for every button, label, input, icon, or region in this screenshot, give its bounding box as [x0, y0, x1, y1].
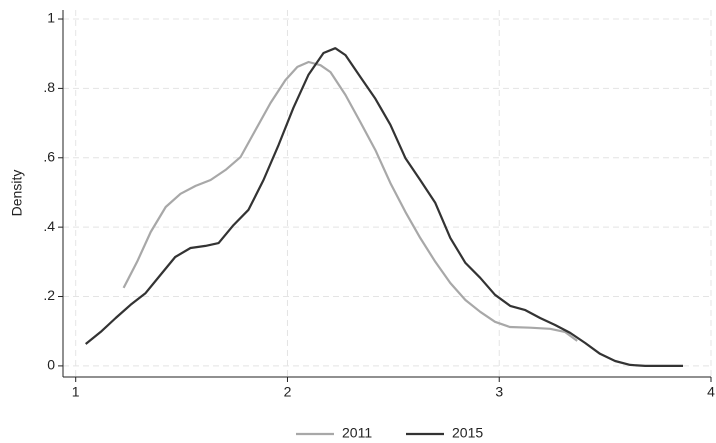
y-tick-label: .8	[43, 79, 55, 95]
y-tick-label: .6	[43, 148, 55, 164]
y-axis-label: Density	[9, 170, 25, 217]
x-tick-label: 1	[72, 384, 80, 400]
x-tick-label: 4	[707, 384, 715, 400]
density-line	[122, 60, 578, 342]
y-tick-label: 0	[47, 357, 55, 373]
x-tick-label: 3	[495, 384, 503, 400]
y-tick-label: 1	[47, 10, 55, 26]
legend-label: 2011	[342, 425, 372, 441]
y-tick-label: .2	[43, 287, 55, 303]
y-tick-label: .4	[43, 218, 55, 234]
x-tick-label: 2	[284, 384, 292, 400]
legend-label: 2015	[452, 425, 483, 441]
density-line	[85, 47, 683, 367]
